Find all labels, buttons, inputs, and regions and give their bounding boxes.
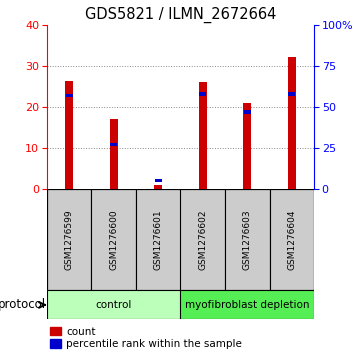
Bar bbox=[136, 189, 180, 290]
Text: GSM1276600: GSM1276600 bbox=[109, 209, 118, 270]
Bar bbox=[244, 110, 251, 114]
Bar bbox=[243, 103, 251, 189]
Text: GSM1276601: GSM1276601 bbox=[154, 209, 163, 270]
Text: GSM1276604: GSM1276604 bbox=[287, 209, 296, 270]
Bar bbox=[288, 57, 296, 189]
Bar bbox=[155, 179, 162, 182]
Bar bbox=[47, 189, 91, 290]
Text: GSM1276599: GSM1276599 bbox=[65, 209, 74, 270]
Bar bbox=[199, 82, 207, 189]
Text: GSM1276602: GSM1276602 bbox=[198, 209, 207, 270]
Bar bbox=[180, 189, 225, 290]
Bar bbox=[110, 119, 118, 189]
Bar bbox=[66, 94, 73, 97]
Bar bbox=[270, 189, 314, 290]
Bar bbox=[91, 189, 136, 290]
Text: protocol: protocol bbox=[0, 298, 46, 311]
Bar bbox=[199, 92, 206, 95]
Text: control: control bbox=[96, 300, 132, 310]
Bar bbox=[225, 189, 270, 290]
Bar bbox=[65, 81, 73, 189]
Bar bbox=[288, 92, 295, 95]
Bar bbox=[180, 290, 314, 319]
Bar bbox=[47, 290, 180, 319]
Bar bbox=[154, 185, 162, 189]
Legend: count, percentile rank within the sample: count, percentile rank within the sample bbox=[48, 325, 244, 351]
Text: GSM1276603: GSM1276603 bbox=[243, 209, 252, 270]
Title: GDS5821 / ILMN_2672664: GDS5821 / ILMN_2672664 bbox=[85, 7, 276, 23]
Bar bbox=[110, 143, 117, 146]
Text: myofibroblast depletion: myofibroblast depletion bbox=[185, 300, 309, 310]
